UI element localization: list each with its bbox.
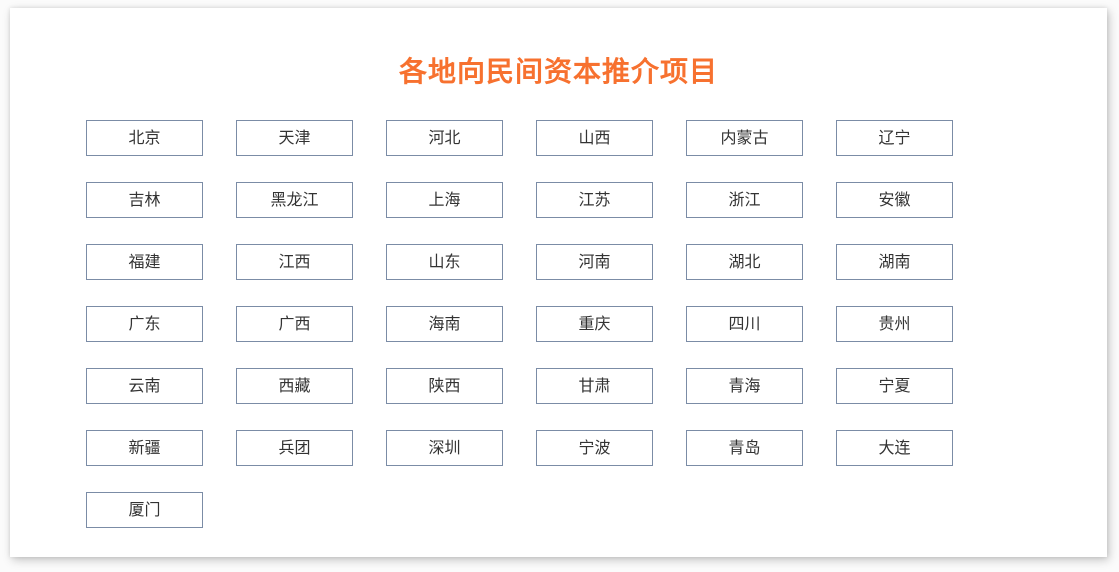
region-button[interactable]: 甘肃	[536, 368, 657, 408]
region-button[interactable]: 湖南	[836, 244, 957, 284]
region-button[interactable]: 青海	[686, 368, 807, 408]
region-grid: 北京 天津 河北 山西 内蒙古 辽宁吉林 黑龙江 上海 江苏 浙江 安徽福建 江西 山东 河南 湖北 湖南广东…	[86, 120, 991, 554]
region-button[interactable]: 陕西	[386, 368, 507, 408]
region-button[interactable]: 吉林	[86, 182, 207, 222]
region-button[interactable]: 湖北	[686, 244, 807, 284]
region-button[interactable]: 青岛	[686, 430, 807, 470]
region-button[interactable]: 广西	[236, 306, 357, 346]
region-button[interactable]: 福建	[86, 244, 207, 284]
region-button[interactable]: 四川	[686, 306, 807, 346]
region-button[interactable]: 重庆	[536, 306, 657, 346]
region-button[interactable]: 北京	[86, 120, 207, 160]
region-button[interactable]: 云南	[86, 368, 207, 408]
region-button[interactable]: 辽宁	[836, 120, 957, 160]
region-button[interactable]: 天津	[236, 120, 357, 160]
content-card: 各地向民间资本推介项目 北京 天津 河北 山西 内蒙古 辽宁吉林 黑龙江 上海 江苏 浙江 安徽福建…	[10, 8, 1107, 557]
region-button[interactable]: 上海	[386, 182, 507, 222]
region-button[interactable]: 西藏	[236, 368, 357, 408]
region-button[interactable]: 海南	[386, 306, 507, 346]
region-button[interactable]: 新疆	[86, 430, 207, 470]
region-button[interactable]: 大连	[836, 430, 957, 470]
region-button[interactable]: 兵团	[236, 430, 357, 470]
region-button[interactable]: 宁夏	[836, 368, 957, 408]
region-button[interactable]: 山西	[536, 120, 657, 160]
region-button[interactable]: 黑龙江	[236, 182, 357, 222]
region-button[interactable]: 江苏	[536, 182, 657, 222]
region-button[interactable]: 广东	[86, 306, 207, 346]
page-title: 各地向民间资本推介项目	[398, 55, 718, 88]
region-button[interactable]: 厦门	[86, 492, 207, 532]
region-button[interactable]: 贵州	[836, 306, 957, 346]
region-button[interactable]: 深圳	[386, 430, 507, 470]
region-button[interactable]: 河南	[536, 244, 657, 284]
region-button[interactable]: 江西	[236, 244, 357, 284]
region-button[interactable]: 宁波	[536, 430, 657, 470]
region-button[interactable]: 安徽	[836, 182, 957, 222]
region-button[interactable]: 浙江	[686, 182, 807, 222]
region-button[interactable]: 山东	[386, 244, 507, 284]
region-button[interactable]: 内蒙古	[686, 120, 807, 160]
region-button[interactable]: 河北	[386, 120, 507, 160]
